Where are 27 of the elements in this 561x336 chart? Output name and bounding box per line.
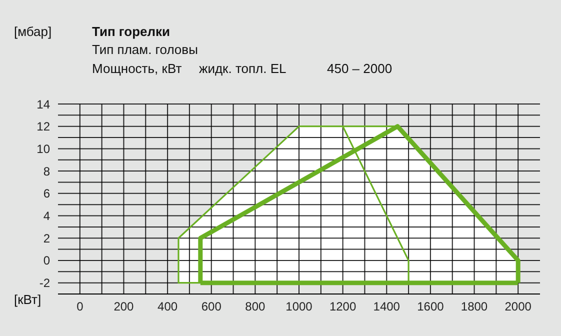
x-axis-title: [кВт]: [14, 292, 42, 307]
chart-title: Тип горелки: [92, 24, 170, 39]
y-axis-title: [мбар]: [14, 24, 52, 39]
y-tick-label: 2: [43, 231, 50, 246]
x-tick-label: 1600: [417, 300, 444, 314]
x-tick-label: 1200: [329, 300, 356, 314]
y-tick-label: 4: [43, 209, 50, 224]
x-tick-label: 800: [245, 300, 266, 314]
y-tick-label: 8: [43, 164, 50, 178]
y-tick-label: 10: [36, 142, 50, 156]
text: жидк. топл. EL: [199, 61, 286, 76]
text: 450 – 2000: [327, 61, 392, 76]
x-tick-label: 1400: [373, 300, 400, 314]
x-tick-label: 200: [114, 300, 134, 314]
y-tick-label: 14: [36, 97, 50, 112]
text: Тип плам. головы: [92, 42, 198, 57]
x-tick-label: 400: [158, 300, 178, 314]
y-tick-label: 12: [36, 120, 50, 134]
y-tick-label: -2: [39, 276, 50, 290]
x-tick-label: 1800: [460, 300, 488, 314]
x-tick-label: 1000: [286, 300, 313, 314]
x-tick-label: 600: [201, 300, 222, 314]
text: Мощность, кВт: [92, 61, 182, 76]
x-tick-label: 2000: [504, 300, 532, 314]
x-tick-label: 0: [76, 300, 84, 314]
y-tick-label: 6: [43, 186, 50, 201]
y-tick-label: 0: [43, 254, 50, 268]
